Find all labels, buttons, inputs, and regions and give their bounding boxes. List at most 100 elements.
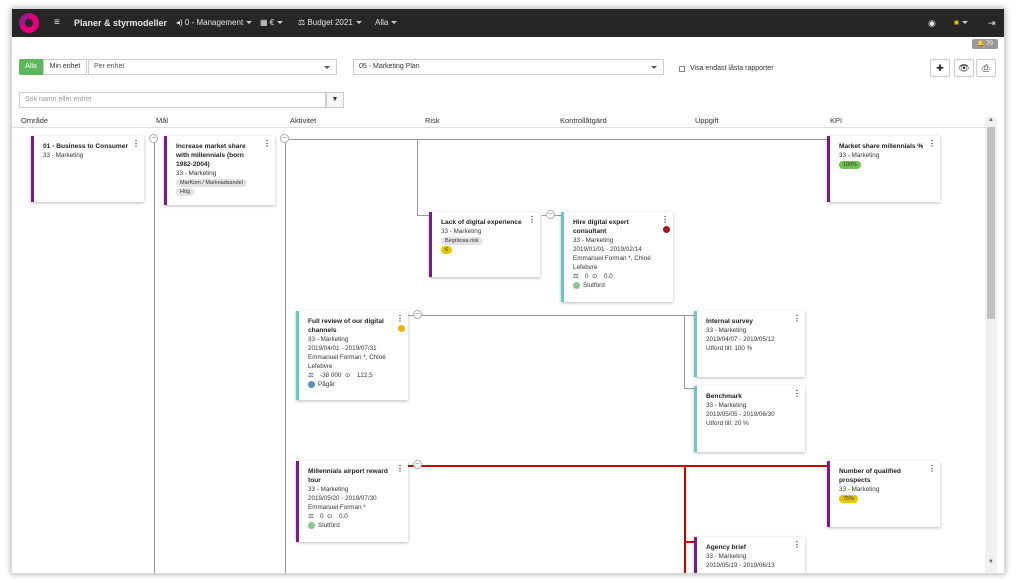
aktivitet-card[interactable]: ⋮ Full review of our digital channels 33… bbox=[296, 311, 408, 400]
scroll-up-arrow-icon[interactable]: ▲ bbox=[988, 117, 994, 123]
connector-line bbox=[285, 139, 286, 573]
filter-button[interactable]: ▼ bbox=[326, 92, 344, 108]
print-button[interactable]: ⎙ bbox=[976, 59, 996, 77]
card-title: Market share millennials % bbox=[839, 143, 924, 150]
card-status: Slutförd bbox=[583, 282, 605, 289]
kontroll-card[interactable]: ⋮ Hire digital expert consultant 33 - Ma… bbox=[561, 212, 673, 302]
card-dates: 2019/01/01 - 2019/02/14 bbox=[573, 246, 642, 253]
uppgift-card[interactable]: ⋮ Benchmark 33 - Marketing 2019/05/05 - … bbox=[694, 386, 805, 452]
per-enhet-select[interactable]: Per enhet bbox=[88, 59, 337, 75]
priority-tag: Hög bbox=[176, 188, 195, 196]
card-unit: 33 - Marketing bbox=[441, 228, 482, 235]
column-header-uppgift: Uppgift bbox=[695, 116, 719, 125]
card-status: Slutförd bbox=[318, 522, 340, 529]
user-icon[interactable]: ◉ bbox=[928, 18, 936, 28]
column-header-aktivitet: Aktivitet bbox=[290, 116, 317, 125]
status-dot-icon bbox=[573, 281, 580, 289]
hamburger-icon[interactable]: ≡ bbox=[54, 17, 60, 28]
risk-score-badge: 6 bbox=[441, 246, 453, 254]
card-menu-icon[interactable]: ⋮ bbox=[132, 139, 140, 148]
connector-line-red bbox=[684, 465, 686, 573]
card-hours: 122,5 bbox=[356, 372, 373, 379]
uppgift-card[interactable]: ⋮ Agency brief 33 - Marketing 2019/05/19… bbox=[694, 537, 805, 573]
card-unit: 33 - Marketing bbox=[308, 336, 349, 343]
risk-tag: Begränsa risk bbox=[441, 237, 483, 245]
kpi-card[interactable]: ⋮ Number of qualified prospects 33 - Mar… bbox=[827, 461, 940, 527]
card-menu-icon[interactable]: ⋮ bbox=[793, 314, 801, 323]
card-unit: 33 - Marketing bbox=[573, 237, 614, 244]
card-title: Millennials airport reward tour bbox=[308, 468, 388, 484]
kpi-card[interactable]: ⋮ Market share millennials % 33 - Market… bbox=[827, 136, 940, 202]
card-unit: 33 - Marketing bbox=[706, 327, 747, 334]
notification-count: 70 bbox=[986, 41, 993, 47]
card-title: Benchmark bbox=[706, 393, 742, 400]
notification-badge[interactable]: 🔔 70 bbox=[972, 39, 998, 49]
management-label: 0 - Management bbox=[184, 18, 244, 27]
scrollbar-thumb[interactable] bbox=[987, 127, 995, 319]
budget-icon: ⚖ bbox=[573, 273, 579, 280]
collapse-toggle[interactable]: – bbox=[546, 210, 555, 219]
status-dot-icon bbox=[308, 521, 315, 529]
alert-icon bbox=[663, 226, 670, 233]
search-input[interactable]: Sök namn eller enhet bbox=[19, 92, 326, 108]
management-dropdown[interactable]: ◂) 0 - Management bbox=[176, 9, 252, 37]
tag: MarKom / Marknadsandel bbox=[176, 179, 247, 187]
collapse-toggle[interactable]: – bbox=[413, 460, 422, 469]
logout-icon[interactable]: ⇥ bbox=[988, 18, 996, 28]
language-flag-icon[interactable]: ■ bbox=[954, 9, 968, 37]
card-dates: 2019/05/19 - 2019/06/13 bbox=[706, 562, 775, 569]
budget-icon: ⚖ bbox=[308, 372, 314, 379]
warning-icon bbox=[398, 325, 405, 332]
card-title: Internal survey bbox=[706, 318, 753, 325]
collapse-toggle[interactable]: – bbox=[149, 134, 158, 143]
card-progress: Utford till: 20 % bbox=[706, 420, 749, 427]
card-menu-icon[interactable]: ⋮ bbox=[661, 215, 669, 224]
card-menu-icon[interactable]: ⋮ bbox=[396, 464, 404, 473]
view-button[interactable]: 👁 bbox=[954, 59, 974, 77]
omrade-card[interactable]: ⋮ 01 - Business to Consumer 33 - Marketi… bbox=[31, 136, 144, 202]
app-logo[interactable] bbox=[19, 13, 39, 33]
card-menu-icon[interactable]: ⋮ bbox=[793, 540, 801, 549]
card-menu-icon[interactable]: ⋮ bbox=[528, 215, 536, 224]
budget-dropdown[interactable]: ⚖ Budget 2021 bbox=[298, 9, 362, 37]
print-icon: ⎙ bbox=[982, 63, 990, 73]
alla-button[interactable]: Alla bbox=[19, 59, 43, 75]
card-menu-icon[interactable]: ⋮ bbox=[928, 464, 936, 473]
connector-line-red bbox=[684, 541, 696, 543]
connector-line bbox=[154, 135, 155, 573]
clock-icon: ⊙ bbox=[592, 273, 598, 280]
app-window: ≡ Planer & styrmodeller ◂) 0 - Managemen… bbox=[11, 8, 1005, 574]
risk-card[interactable]: ⋮ Lack of digital experience 33 - Market… bbox=[429, 212, 540, 277]
plan-select[interactable]: 05 - Marketing Plan bbox=[353, 59, 664, 75]
collapse-toggle[interactable]: – bbox=[413, 310, 422, 319]
min-enhet-button[interactable]: Min enhet bbox=[43, 59, 87, 75]
card-dates: 2019/05/05 - 2019/06/30 bbox=[706, 411, 775, 418]
currency-dropdown[interactable]: ▦ € bbox=[260, 9, 283, 37]
card-menu-icon[interactable]: ⋮ bbox=[793, 389, 801, 398]
locked-reports-label: Visa endast låsta rapporter bbox=[690, 65, 774, 72]
column-header-risk: Risk bbox=[425, 116, 440, 125]
card-unit: 33 - Marketing bbox=[839, 486, 880, 493]
card-budget: -38 000 bbox=[320, 372, 342, 379]
alla-dropdown[interactable]: Alla bbox=[375, 9, 397, 37]
collapse-toggle[interactable]: – bbox=[280, 134, 289, 143]
eye-icon: 👁 bbox=[958, 63, 970, 73]
status-dot-icon bbox=[308, 380, 315, 388]
card-unit: 33 - Marketing bbox=[43, 152, 84, 159]
alla-label: Alla bbox=[375, 18, 389, 27]
card-menu-icon[interactable]: ⋮ bbox=[263, 139, 271, 148]
add-button[interactable]: ✚ bbox=[930, 59, 950, 77]
card-menu-icon[interactable]: ⋮ bbox=[396, 314, 404, 323]
scroll-down-arrow-icon[interactable]: ▼ bbox=[988, 559, 994, 565]
currency-label: € bbox=[269, 18, 275, 27]
card-title: Full review of our digital channels bbox=[308, 318, 384, 334]
mal-card[interactable]: ⋮ Increase market share with millennials… bbox=[164, 136, 275, 205]
locked-reports-checkbox[interactable] bbox=[679, 66, 685, 72]
page-title: Planer & styrmodeller bbox=[74, 18, 168, 28]
budget-icon: ⚖ bbox=[308, 513, 314, 520]
uppgift-card[interactable]: ⋮ Internal survey 33 - Marketing 2019/04… bbox=[694, 311, 805, 377]
aktivitet-card[interactable]: ⋮ Millennials airport reward tour 33 - M… bbox=[296, 461, 408, 542]
connector-line bbox=[684, 388, 696, 389]
card-menu-icon[interactable]: ⋮ bbox=[928, 139, 936, 148]
card-people: Emmanuel Forman *, Chloé Lefebvre bbox=[573, 255, 651, 271]
